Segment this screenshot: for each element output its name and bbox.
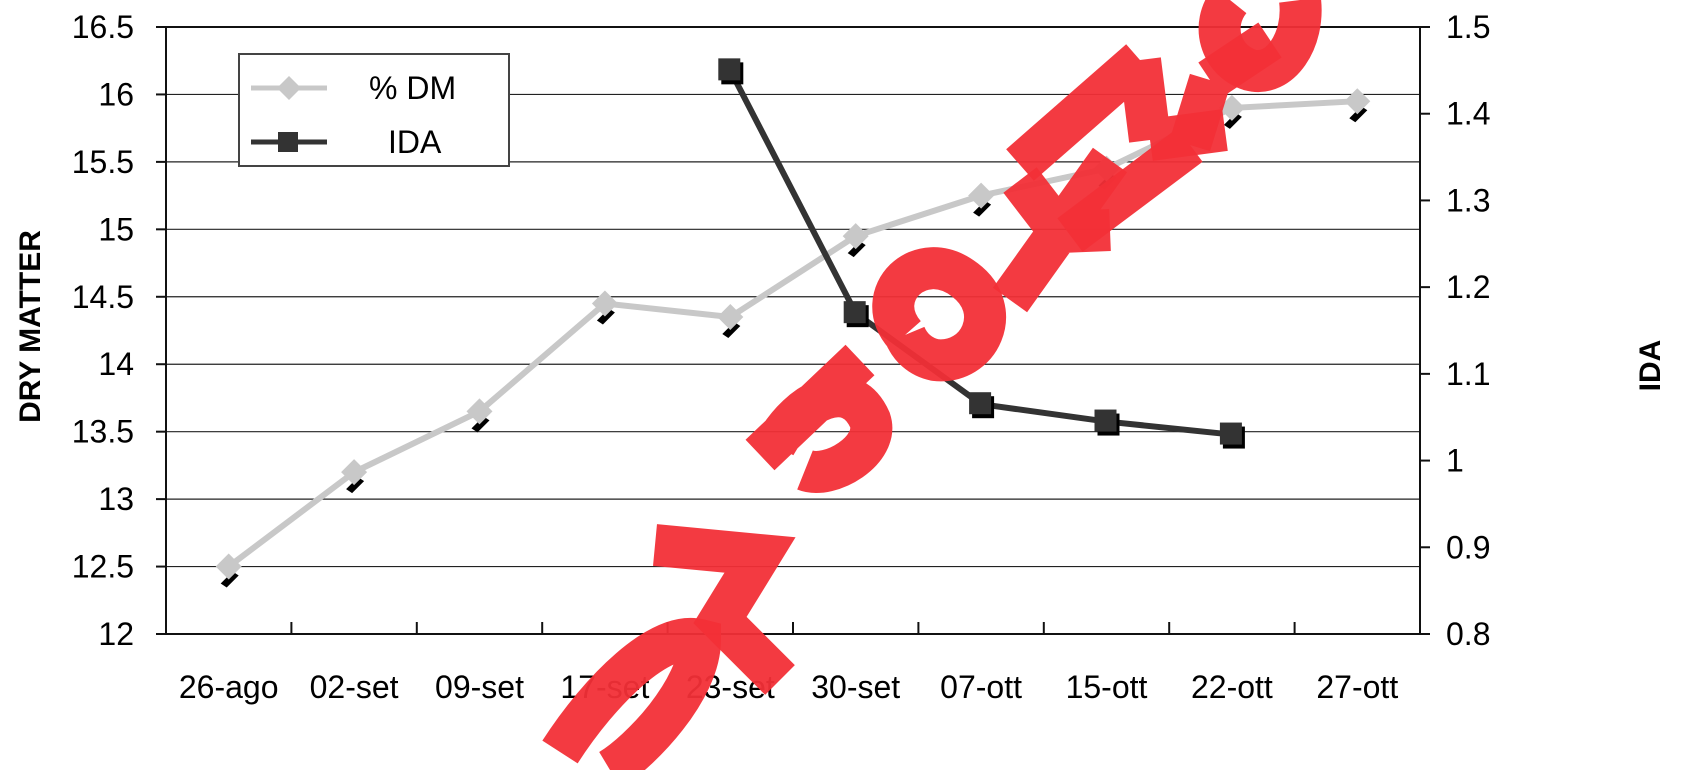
watermark-letter-o2	[872, 247, 1006, 382]
data-point-shadow	[471, 416, 490, 433]
data-point-shadow	[1223, 112, 1242, 129]
y-tick-label: 14	[98, 346, 134, 382]
legend: % DM IDA	[238, 53, 510, 167]
y2-tick-label: 1.2	[1446, 269, 1490, 305]
x-tick-label: 30-set	[811, 669, 900, 705]
y-axis-title: DRY MATTER	[14, 230, 47, 423]
watermark-letter-p	[745, 344, 893, 493]
watermark-letter-o1	[542, 617, 722, 775]
data-point-shadow	[220, 571, 239, 588]
data-point	[215, 553, 242, 580]
y2-tick-label: 1	[1446, 443, 1464, 479]
y2-tick-label: 1.5	[1446, 9, 1490, 45]
x-tick-label: 02-set	[310, 669, 399, 705]
y2-tick-label: 0.9	[1446, 529, 1490, 565]
y2-tick-label: 1.1	[1446, 356, 1490, 392]
legend-swatch-marker	[278, 132, 298, 152]
data-point-shadow	[722, 322, 741, 339]
watermark-letter-o3	[1198, 0, 1322, 92]
data-point	[466, 398, 493, 425]
data-point	[968, 182, 995, 209]
watermark	[542, 0, 1322, 775]
data-point	[591, 290, 618, 317]
data-point	[341, 459, 368, 486]
data-point	[842, 223, 869, 250]
watermark-letter-sigma1	[653, 524, 796, 695]
data-point-shadow	[847, 241, 866, 258]
data-point	[843, 301, 866, 324]
y2-tick-label: 1.3	[1446, 182, 1490, 218]
data-point	[1094, 409, 1117, 432]
data-point-shadow	[346, 477, 365, 494]
x-tick-label: 15-ott	[1066, 669, 1148, 705]
y2-axis-title: IDA	[1634, 340, 1667, 392]
y-tick-label: 16	[98, 76, 134, 112]
y2-tick-label: 1.4	[1446, 96, 1490, 132]
x-tick-label: 22-ott	[1191, 669, 1273, 705]
y-tick-label: 12.5	[72, 549, 134, 585]
y-tick-label: 12	[98, 616, 134, 652]
y-tick-label: 16.5	[72, 9, 134, 45]
data-point	[1344, 88, 1371, 115]
x-tick-label: 07-ott	[940, 669, 1022, 705]
data-point-shadow	[596, 308, 615, 325]
data-point	[1218, 94, 1245, 121]
y-tick-label: 14.5	[72, 279, 134, 315]
data-point-shadow	[973, 200, 992, 217]
series-ida	[718, 58, 1245, 449]
y-tick-label: 15.5	[72, 144, 134, 180]
data-point-shadow	[1349, 106, 1368, 123]
y-tick-label: 13.5	[72, 414, 134, 450]
legend-swatch-marker	[277, 76, 301, 100]
data-point	[717, 304, 744, 331]
x-tick-label: 27-ott	[1316, 669, 1398, 705]
y-tick-label: 13	[98, 481, 134, 517]
data-point	[1219, 422, 1242, 445]
x-tick-label: 26-ago	[179, 669, 279, 705]
legend-label: % DM	[369, 70, 456, 106]
y2-tick-label: 0.8	[1446, 616, 1490, 652]
y-tick-label: 15	[98, 211, 134, 247]
legend-label: IDA	[388, 124, 442, 160]
data-point	[718, 58, 741, 81]
x-tick-label: 09-set	[435, 669, 524, 705]
data-point	[969, 392, 992, 415]
